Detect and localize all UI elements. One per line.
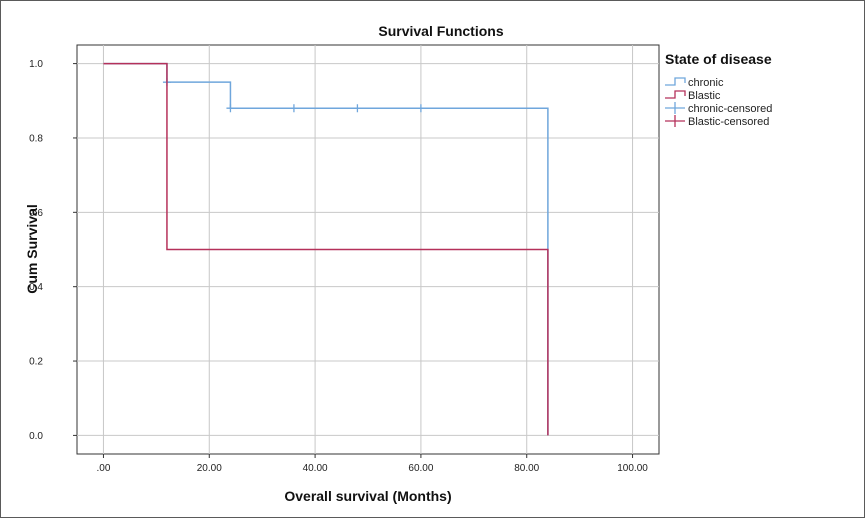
series-blastic-line — [103, 62, 549, 436]
legend-title: State of disease — [665, 51, 772, 67]
y-ticks: 0.0 0.2 0.4 0.6 0.8 1.0 — [29, 59, 77, 442]
legend-entry-label: Blastic — [688, 90, 721, 102]
x-ticks: .00 20.00 40.00 60.00 80.00 100.00 — [97, 454, 648, 474]
y-tick-label: 0.2 — [29, 357, 43, 368]
censor-mark — [226, 104, 235, 113]
x-tick-label: .00 — [97, 463, 111, 474]
y-axis-label: Cum Survival — [24, 204, 40, 293]
legend-censor-swatch — [665, 115, 685, 127]
x-axis-label: Overall survival (Months) — [284, 488, 451, 504]
legend-step-swatch — [665, 90, 686, 99]
x-tick-label: 40.00 — [303, 463, 328, 474]
x-tick-label: 20.00 — [197, 463, 222, 474]
legend-censor-swatch — [665, 102, 685, 114]
x-tick-label: 80.00 — [514, 463, 539, 474]
legend-step-swatch — [665, 77, 686, 86]
series-group — [103, 62, 549, 436]
x-tick-label: 100.00 — [617, 463, 648, 474]
legend: State of disease chronicBlasticchronic-c… — [665, 51, 772, 128]
legend-entry-label: chronic — [688, 77, 724, 89]
y-tick-label: 0.4 — [29, 282, 43, 293]
grid-lines — [77, 45, 659, 454]
censor-mark — [289, 104, 298, 113]
y-tick-label: 0.6 — [29, 208, 43, 219]
legend-entry-label: chronic-censored — [688, 103, 772, 115]
x-tick-label: 60.00 — [408, 463, 433, 474]
legend-entry-label: Blastic-censored — [688, 116, 769, 128]
y-tick-label: 0.8 — [29, 133, 43, 144]
censor-mark — [416, 104, 425, 113]
y-tick-label: 0.0 — [29, 431, 43, 442]
y-tick-label: 1.0 — [29, 59, 43, 70]
chart-title: Survival Functions — [378, 23, 503, 39]
censor-mark — [353, 104, 362, 113]
